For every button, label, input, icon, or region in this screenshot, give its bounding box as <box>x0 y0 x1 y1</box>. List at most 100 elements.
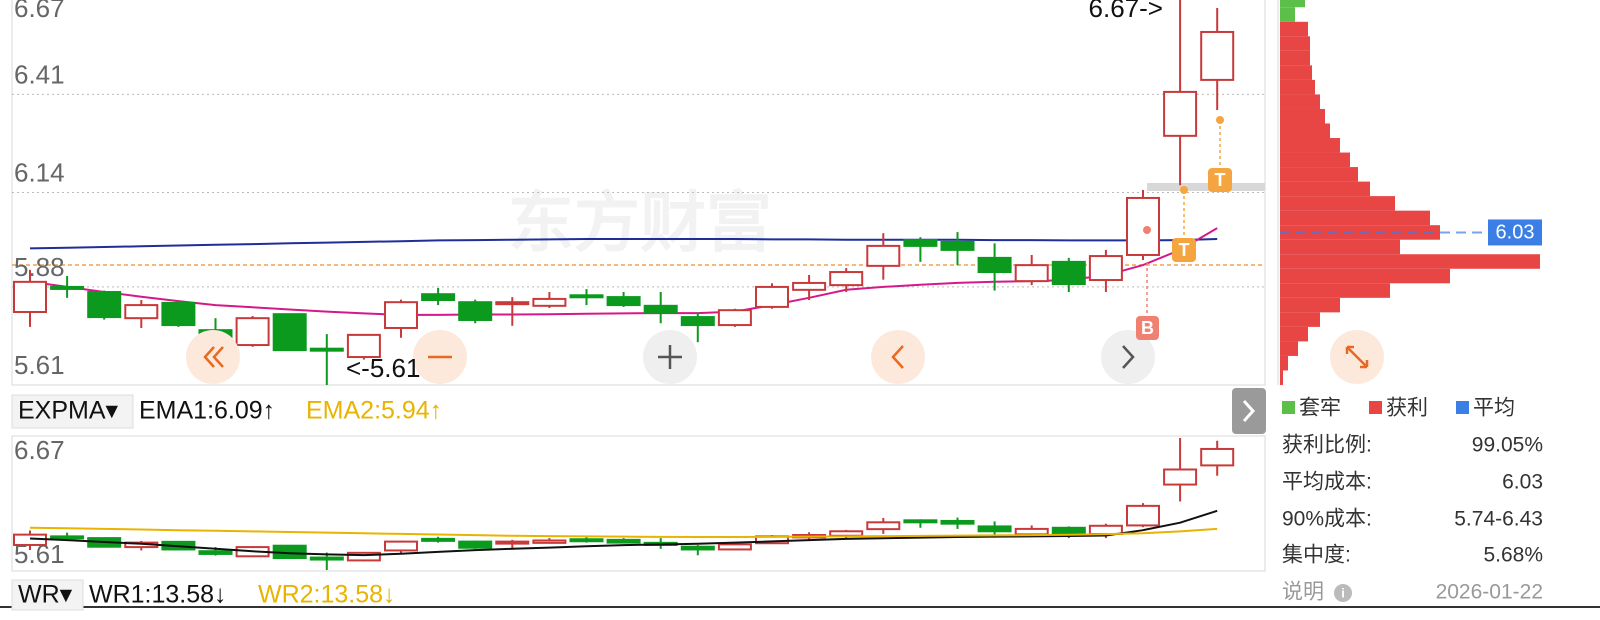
candle-body <box>606 538 641 544</box>
candle-body <box>1014 264 1049 283</box>
y-tick-label: 6.67 <box>14 0 65 23</box>
scroll-right-button[interactable] <box>1101 330 1155 384</box>
marks: 5.615.886.146.416.675.616.676.03 <box>12 0 1542 570</box>
candle-body <box>680 316 715 327</box>
candle-body <box>1014 527 1049 536</box>
y-tick-label: 6.41 <box>14 59 65 89</box>
candle-body <box>717 543 752 551</box>
candle-body <box>977 256 1012 274</box>
signal-dot <box>1180 186 1188 194</box>
icon <box>891 345 904 369</box>
chip-bar <box>1280 355 1288 371</box>
icon <box>1242 399 1256 423</box>
chip-bar <box>1280 239 1400 255</box>
chip-bar <box>1280 7 1295 22</box>
candle-body <box>421 537 456 542</box>
chip-bar <box>1280 21 1308 37</box>
scroll-left-button[interactable] <box>871 330 925 384</box>
stat-value: 5.68% <box>1483 544 1543 567</box>
legend-entry: EMA1:6.09↑ <box>139 397 275 425</box>
side-toggle[interactable] <box>1232 388 1266 434</box>
legend-swatch <box>1456 401 1469 414</box>
legend-entry: 平均 <box>1473 397 1515 420</box>
chip-bar <box>1280 341 1298 356</box>
candle-body <box>198 550 233 555</box>
stat-label: 90%成本: <box>1282 508 1372 531</box>
candle-body <box>384 540 418 552</box>
stat-label: 平均成本: <box>1282 471 1372 494</box>
candle-body <box>346 551 381 562</box>
candle-body <box>1126 504 1160 527</box>
chip-bar <box>1280 297 1340 313</box>
candle-body <box>903 519 938 524</box>
candle-body <box>309 556 344 561</box>
signal-badge <box>1136 316 1159 340</box>
signals: B T T <box>1136 116 1232 340</box>
candle-body <box>384 301 418 329</box>
lower-panel <box>11 435 1266 572</box>
chip-bar <box>1280 50 1310 66</box>
candle-body <box>977 525 1012 533</box>
indicator-select[interactable] <box>11 579 84 611</box>
legend-entry: WR1:13.58↓ <box>89 581 227 609</box>
candle-body <box>235 317 270 347</box>
candle-body <box>161 301 196 327</box>
candle-body <box>87 291 122 319</box>
chip-bar <box>1280 65 1312 80</box>
y-tick-label: 5.88 <box>14 252 65 282</box>
candle-body <box>1051 260 1086 286</box>
indicator-name: WR▾ <box>18 581 73 609</box>
chip-bar <box>1280 138 1340 153</box>
candle-body <box>606 296 641 307</box>
candle-body <box>717 309 752 327</box>
icon <box>1345 345 1369 369</box>
candle-body <box>495 540 530 545</box>
chip-bar <box>1280 268 1450 284</box>
info-icon <box>1334 584 1352 602</box>
stat-label: 获利比例: <box>1282 434 1372 457</box>
legend-swatch <box>1369 401 1382 414</box>
candle-body <box>495 301 530 306</box>
candle-body <box>1163 468 1198 486</box>
candle-body <box>1200 30 1235 81</box>
main-panel <box>11 0 1266 386</box>
signal-text: T <box>1215 170 1226 190</box>
chip-bar <box>1280 167 1358 182</box>
candle-body <box>829 271 864 287</box>
legend-swatch <box>1282 401 1295 414</box>
chip-bar <box>1280 181 1370 197</box>
stat-value: 6.03 <box>1502 471 1543 494</box>
date: 2026-01-22 <box>1436 581 1543 604</box>
icon <box>203 346 224 368</box>
chip-bar <box>1280 123 1330 139</box>
chip-bar <box>1280 196 1395 211</box>
note-link[interactable]: 说明 <box>1282 581 1324 604</box>
max-annotation: 6.67-> <box>1089 0 1163 23</box>
signal-badge <box>1172 238 1196 262</box>
chip-bar <box>1280 79 1315 95</box>
chip-bar <box>1280 0 1305 8</box>
candle-body <box>421 293 456 302</box>
candle-body <box>792 281 827 291</box>
average-cost-label: 6.03 <box>1496 222 1535 244</box>
min-annotation: <-5.61 <box>346 353 420 383</box>
icon <box>1122 345 1135 369</box>
stat-label: 集中度: <box>1282 544 1351 567</box>
chip-bar <box>1280 254 1540 269</box>
y-tick-label: 6.67 <box>14 435 65 465</box>
candle-body <box>829 530 864 537</box>
y-tick-label: 6.14 <box>14 157 65 187</box>
indicator-select[interactable] <box>11 394 134 429</box>
watermark: 东方财富 <box>508 185 772 259</box>
legend-entry: WR2:13.58↓ <box>258 581 396 609</box>
candle-body <box>1126 196 1160 256</box>
candle-body <box>272 313 307 352</box>
icon <box>658 345 682 369</box>
signal-dot <box>1143 226 1151 234</box>
price-band <box>1147 183 1265 191</box>
chip-bar <box>1280 326 1308 342</box>
candle-body <box>1088 524 1123 536</box>
candle-body <box>1088 255 1123 282</box>
